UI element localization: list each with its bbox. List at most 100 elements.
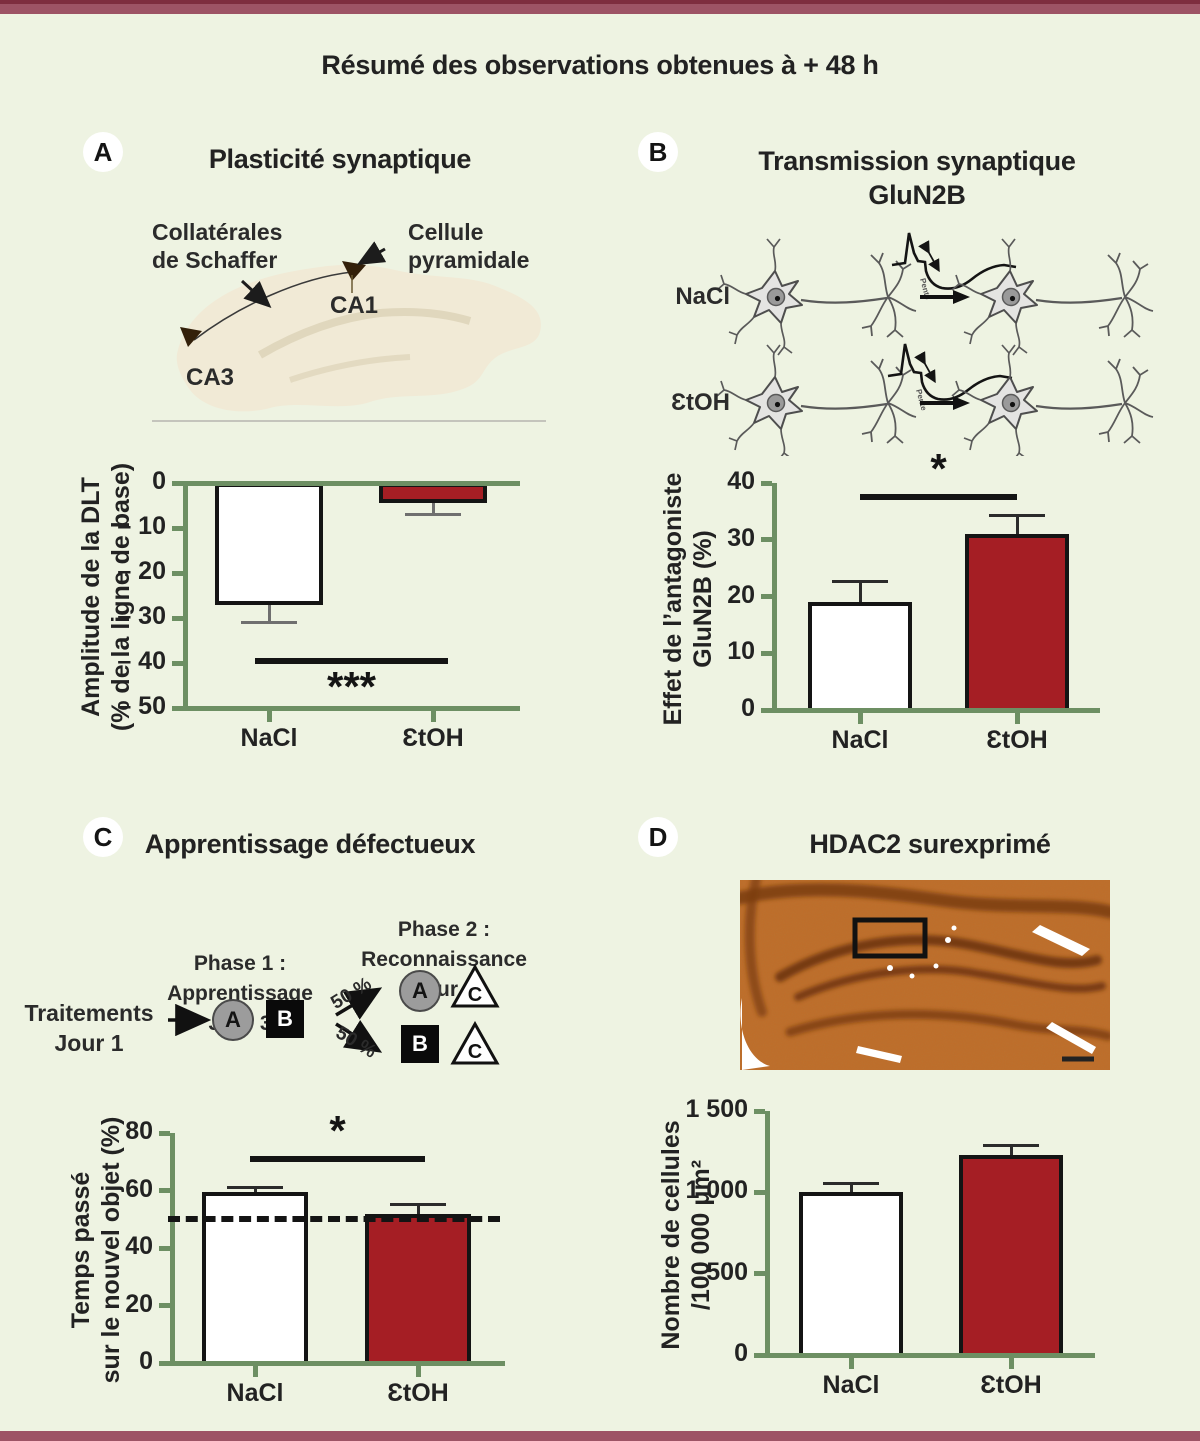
y-tick-label: 10	[727, 637, 755, 666]
error-bar-line	[431, 503, 435, 515]
error-bar-line	[1009, 1145, 1013, 1155]
object-b-sample: B	[266, 1000, 304, 1038]
error-bar-cap	[390, 1203, 446, 1207]
y-tick-label: 500	[706, 1257, 748, 1286]
significance-line	[255, 657, 448, 664]
x-tick	[1008, 1358, 1014, 1369]
fifty-bottom-arrow	[335, 1019, 383, 1053]
object-c-top: C	[450, 964, 500, 1008]
error-bar-cap	[823, 1181, 879, 1185]
bar-ƐtOH	[965, 534, 1069, 713]
ca3-electrode-mark	[180, 327, 202, 347]
y-tick	[172, 525, 183, 531]
y-axis-line	[772, 483, 777, 713]
svg-text:C: C	[468, 1041, 482, 1063]
y-tick	[761, 707, 772, 713]
y-tick	[761, 594, 772, 599]
y-tick-label: 60	[125, 1174, 153, 1203]
x-tick	[266, 711, 272, 722]
y-tick	[172, 570, 183, 576]
zero-axis-line	[183, 480, 520, 486]
x-category-label: NaCl	[822, 1371, 880, 1399]
x-category-label: NaCl	[226, 1379, 284, 1407]
treatments-label: Traitements Jour 1	[24, 1000, 154, 1056]
error-bar-cap	[227, 1186, 283, 1190]
y-tick-label: 1 000	[685, 1176, 748, 1205]
top-maroon-band	[0, 0, 1200, 14]
x-axis-line	[772, 707, 1100, 713]
panel-d-badge: D	[638, 817, 678, 857]
x-category-label: NaCl	[240, 724, 298, 752]
x-tick	[430, 711, 436, 722]
y-tick-label: – 30	[117, 602, 166, 630]
panel-c-title: Apprentissage défectueux	[144, 829, 476, 859]
significance-line	[860, 494, 1017, 501]
chance-level-dashed-line	[168, 1216, 500, 1223]
error-bar-line	[253, 1187, 257, 1192]
y-tick	[159, 1245, 170, 1251]
x-tick	[848, 1358, 854, 1369]
y-tick	[754, 1352, 765, 1358]
y-tick	[172, 615, 183, 621]
error-bar-cap	[241, 621, 297, 624]
ca1-electrode-mark	[342, 261, 366, 281]
y-tick-label: 0	[152, 467, 166, 495]
panel-b-title: Transmission synaptique GluN2B	[758, 146, 1076, 210]
x-tick	[857, 713, 863, 724]
error-bar-line	[416, 1204, 420, 1214]
x-category-label: ƐtOH	[387, 1379, 449, 1407]
y-tick-label: – 10	[117, 512, 166, 540]
histology-image	[740, 880, 1110, 1070]
y-tick	[761, 537, 772, 543]
fifty-top-arrow	[335, 987, 383, 1020]
error-bar-line	[858, 581, 862, 603]
y-tick-label: 0	[139, 1347, 153, 1375]
pyramidal-arrow	[356, 241, 387, 265]
ca3-label: CA3	[186, 364, 235, 391]
y-tick-label: 0	[741, 694, 755, 722]
x-tick	[252, 1366, 258, 1377]
error-bar-line	[1015, 515, 1019, 535]
error-bar-cap	[405, 513, 461, 516]
significance-label: *	[329, 1106, 346, 1154]
y-tick-label: 30	[727, 523, 755, 552]
y-tick	[761, 650, 772, 656]
y-tick	[172, 705, 183, 711]
y-tick	[761, 480, 772, 486]
error-bar-cap	[989, 513, 1045, 517]
x-tick	[415, 1366, 421, 1377]
bar-ƐtOH	[959, 1154, 1063, 1358]
x-category-label: ƐtOH	[986, 726, 1048, 754]
y-tick	[754, 1189, 765, 1195]
schaffer-arrow	[240, 279, 272, 309]
pyramidal-label: Cellule pyramidale	[408, 219, 530, 273]
object-c-bottom: C	[450, 1021, 500, 1065]
y-axis-line	[183, 483, 188, 711]
bar-NaCl	[799, 1192, 903, 1358]
bottom-maroon-band	[0, 1431, 1200, 1441]
schaffer-label: Collatérales de Schaffer	[152, 219, 283, 273]
y-tick-label: – 40	[117, 647, 166, 675]
y-tick-label: 40	[727, 467, 755, 495]
y-axis-line	[170, 1133, 175, 1366]
y-tick	[159, 1303, 170, 1308]
error-bar-cap	[832, 579, 888, 583]
y-tick-label: 0	[734, 1339, 748, 1367]
x-category-label: ƐtOH	[402, 724, 464, 752]
row-etoh-label: ƐtOH	[670, 389, 730, 416]
x-axis-line	[170, 1360, 505, 1366]
panel-a-title: Plasticité synaptique	[208, 144, 472, 174]
x-category-label: ƐtOH	[980, 1371, 1042, 1399]
panel-b-badge: B	[638, 132, 678, 172]
x-axis-line	[765, 1352, 1095, 1358]
ca1-label: CA1	[330, 292, 379, 319]
y-tick-label: 20	[727, 580, 755, 609]
y-axis-line	[765, 1111, 770, 1358]
y-tick	[754, 1271, 765, 1277]
object-b-test: B	[401, 1025, 439, 1063]
